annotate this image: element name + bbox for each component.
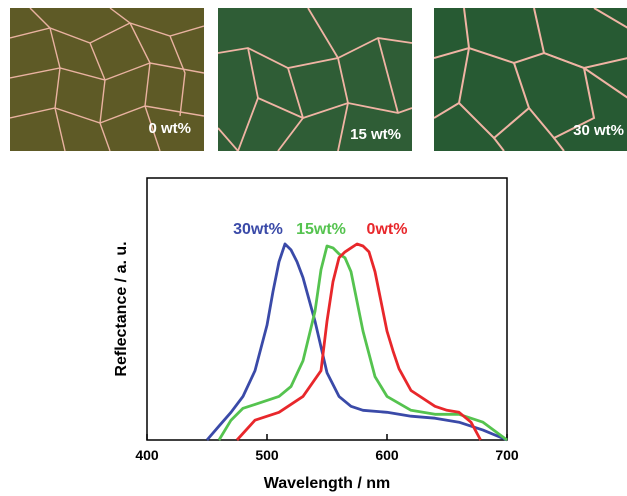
cell-boundary [169,35,186,117]
series-line-0wtpct [235,242,482,441]
series-label-15wtpct: 15wt% [296,221,346,238]
cell-boundary [49,27,66,151]
cell-boundary [377,37,399,114]
micrograph-0wt: 0 wt% [10,8,204,151]
cell-boundary [129,22,161,151]
cell-boundary [493,137,505,151]
y-axis-title: Reflectance / a. u. [113,241,130,376]
micrograph-30wt-image [434,8,627,151]
cell-boundary [218,127,239,151]
x-ticks: 400 500 600 700 [135,434,519,463]
cell-boundary [553,137,565,151]
cell-boundary [593,8,627,29]
x-tick-label: 700 [495,447,519,463]
series-line-30wtpct [205,242,508,442]
series-label-30wtpct: 30wt% [233,221,283,238]
series-label-0wtpct: 0wt% [367,221,408,238]
series-labels: 30wt% 15wt% 0wt% [233,221,407,238]
x-axis-title: Wavelength / nm [264,475,391,492]
x-tick-label: 600 [375,447,399,463]
cell-boundary [533,8,545,54]
cell-boundary [434,46,627,70]
cell-boundary [89,42,111,151]
micrograph-0wt-image [10,8,204,151]
cell-boundary [10,22,204,44]
cell-boundary [458,62,531,140]
micrograph-30wt: 30 wt% [434,8,627,151]
x-tick-label: 500 [255,447,279,463]
cell-boundary [528,52,596,140]
cell-boundary [109,8,131,24]
micrograph-30wt-label: 30 wt% [573,122,624,139]
cell-boundary [307,8,339,59]
micrograph-15wt-image [218,8,412,151]
micrograph-15wt: 15 wt% [218,8,412,151]
series-line-15wtpct [217,244,508,442]
series-lines [205,242,508,442]
x-tick-label: 400 [135,447,159,463]
plot-frame [146,177,508,441]
cell-boundary [29,8,51,29]
cell-boundary [583,67,627,99]
cell-boundary [463,8,470,49]
cell-boundary [218,37,412,69]
micrograph-0wt-label: 0 wt% [148,120,191,137]
micrograph-15wt-label: 15 wt% [350,126,401,143]
cell-boundary [257,97,412,119]
